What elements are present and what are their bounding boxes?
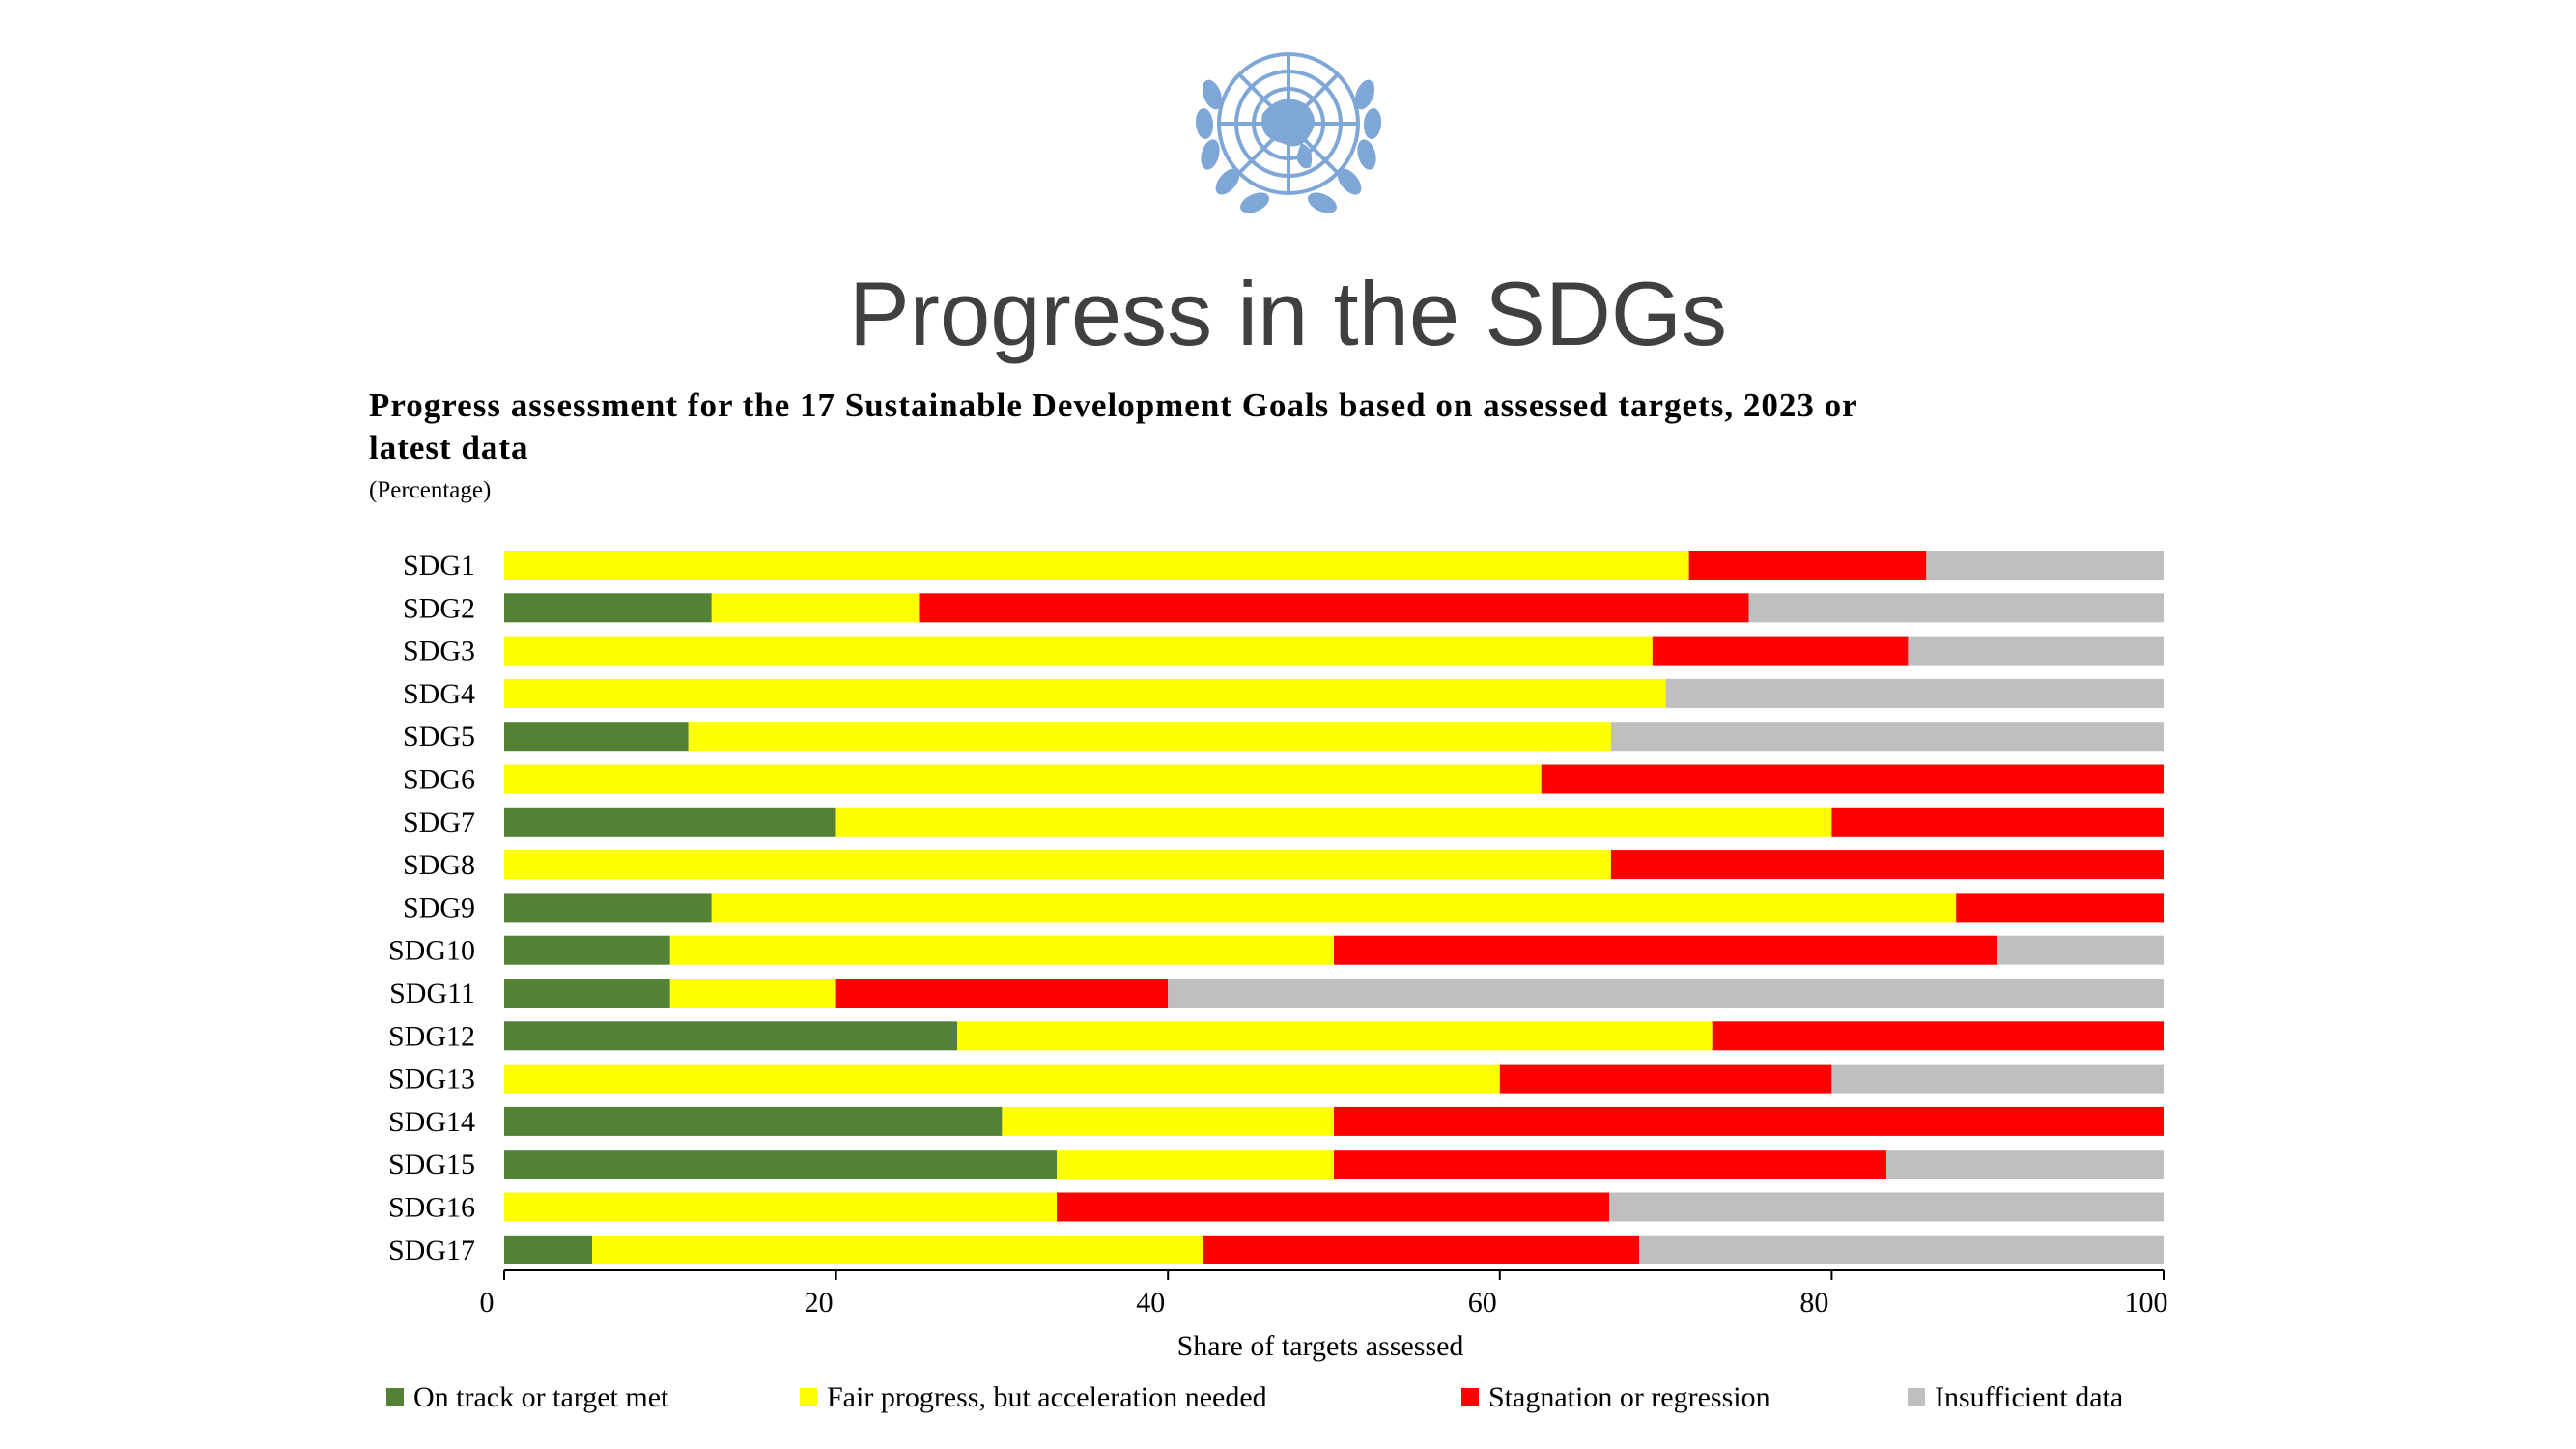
category-label: SDG4	[403, 678, 475, 710]
bar-segment	[504, 1064, 1500, 1094]
bar-segment	[1002, 1106, 1334, 1136]
bar-segment	[1334, 1150, 1887, 1179]
legend-swatch	[1908, 1388, 1925, 1406]
slide-title: Progress in the SDGs	[848, 263, 1728, 364]
bar-segment	[504, 979, 670, 1008]
x-axis: 0 20 40 60 80 100	[480, 1269, 2168, 1319]
bar-segment	[1926, 551, 2164, 580]
bar-segment	[1688, 551, 1927, 580]
category-label: SDG17	[388, 1235, 475, 1266]
bar-segment	[1541, 764, 2164, 794]
legend-label: Fair progress, but acceleration needed	[827, 1381, 1267, 1413]
category-label: SDG13	[388, 1064, 475, 1095]
category-label: SDG9	[403, 892, 475, 923]
category-label: SDG11	[389, 978, 475, 1009]
bar-segment	[1908, 636, 2164, 666]
category-label: SDG10	[388, 935, 475, 967]
bar-segment	[504, 1021, 958, 1051]
category-label: SDG7	[403, 807, 475, 838]
bar-segment	[1610, 850, 2164, 880]
category-label: SDG8	[403, 849, 475, 881]
category-label: SDG16	[388, 1192, 475, 1224]
x-tick-label: 0	[480, 1287, 495, 1319]
bar-segment	[1609, 1192, 2164, 1222]
legend-swatch	[386, 1388, 404, 1406]
bar-segment	[1168, 979, 2164, 1008]
bar-segment	[504, 1192, 1058, 1222]
legend-swatch	[800, 1388, 817, 1406]
bar-segment	[504, 1106, 1003, 1136]
category-label: SDG5	[403, 721, 475, 753]
bar-segment	[504, 551, 1689, 580]
bar-segment	[1334, 935, 1998, 965]
bar-segment	[669, 979, 836, 1008]
bar-segment	[504, 764, 1542, 794]
bar-segment	[835, 979, 1169, 1008]
bar-segment	[1665, 678, 2164, 708]
bar-segment	[1610, 722, 2164, 752]
bar-segment	[504, 893, 712, 923]
legend-label: On track or target met	[413, 1381, 669, 1413]
x-tick-label: 100	[2125, 1287, 2168, 1319]
bar-segment	[1499, 1064, 1832, 1094]
category-label: SDG6	[403, 764, 475, 796]
chart-subtitle: (Percentage)	[369, 477, 492, 503]
bar-segment	[504, 1235, 593, 1264]
bar-segment	[1997, 935, 2164, 965]
bar-segment	[1057, 1150, 1334, 1179]
bar-segment	[592, 1235, 1203, 1264]
bar-segment	[1712, 1021, 2164, 1051]
bar-segment	[504, 1150, 1058, 1179]
bar-segment	[1956, 893, 2164, 923]
x-tick-label: 20	[805, 1287, 834, 1319]
x-axis-title: Share of targets assessed	[1177, 1330, 1464, 1362]
chart-title: Progress assessment for the 17 Sustainab…	[369, 386, 1858, 467]
bar-segment	[504, 636, 1653, 666]
x-tick-label: 60	[1468, 1287, 1497, 1319]
x-tick-label: 40	[1136, 1287, 1165, 1319]
bar-segment	[504, 807, 836, 837]
category-label: SDG14	[388, 1106, 475, 1138]
bar-segment	[711, 593, 920, 623]
bar-segment	[1831, 1064, 2164, 1094]
bar-segment	[1886, 1150, 2164, 1179]
legend-label: Stagnation or regression	[1488, 1381, 1770, 1413]
bar-segment	[504, 935, 670, 965]
bar-segment	[669, 935, 1334, 965]
bar-segment	[504, 722, 689, 752]
bar-segment	[1748, 593, 2164, 623]
bars-group	[504, 551, 2164, 1264]
bar-segment	[835, 807, 1832, 837]
bar-segment	[688, 722, 1611, 752]
bar-segment	[957, 1021, 1713, 1051]
bar-segment	[504, 593, 712, 623]
category-labels: SDG1 SDG2 SDG3 SDG4 SDG5 SDG6 SDG7 SDG8 SDG9 SDG1…	[388, 550, 475, 1266]
category-label: SDG3	[403, 636, 475, 668]
bar-segment	[711, 893, 1957, 923]
bar-segment	[1831, 807, 2164, 837]
category-label: SDG2	[403, 592, 475, 624]
bar-segment	[504, 850, 1611, 880]
category-label: SDG12	[388, 1020, 475, 1052]
un-emblem-icon	[1195, 52, 1382, 213]
bar-segment	[504, 678, 1666, 708]
bar-segment	[1057, 1192, 1610, 1222]
bar-segment	[1334, 1106, 2164, 1136]
legend-swatch	[1461, 1388, 1479, 1406]
bar-segment	[919, 593, 1749, 623]
category-label: SDG1	[403, 550, 475, 582]
legend: On track or target met Fair progress, but…	[386, 1381, 2123, 1413]
bar-segment	[1639, 1235, 2164, 1264]
bar-segment	[1203, 1235, 1640, 1264]
legend-label: Insufficient data	[1935, 1381, 2123, 1413]
category-label: SDG15	[388, 1149, 475, 1180]
bar-segment	[1652, 636, 1909, 666]
x-tick-label: 80	[1799, 1287, 1828, 1319]
